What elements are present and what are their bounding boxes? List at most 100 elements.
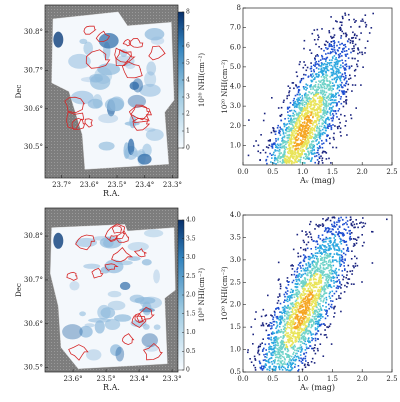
density-pixel — [327, 105, 329, 107]
density-pixel — [299, 109, 302, 111]
density-pixel — [302, 138, 304, 140]
density-pixel — [304, 363, 306, 366]
density-pixel — [306, 317, 309, 320]
density-pixel — [295, 309, 297, 311]
density-pixel — [323, 297, 326, 300]
density-pixel — [284, 315, 286, 317]
density-pixel — [327, 261, 330, 263]
density-pixel — [309, 86, 311, 88]
density-pixel — [328, 249, 331, 251]
density-pixel — [341, 75, 343, 77]
density-pixel — [299, 161, 302, 164]
density-pixel — [320, 79, 323, 82]
density-pixel — [272, 129, 275, 132]
density-pixel — [314, 344, 316, 346]
density-pixel — [294, 341, 296, 343]
density-pixel — [324, 329, 326, 331]
density-pixel — [300, 274, 303, 276]
density-pixel — [286, 336, 289, 338]
density-pixel — [293, 134, 296, 137]
density-pixel — [332, 243, 334, 245]
density-pixel — [339, 55, 341, 58]
density-pixel — [267, 325, 269, 327]
density-pixel — [303, 101, 306, 103]
density-pixel — [351, 90, 353, 92]
density-pixel — [320, 246, 322, 249]
density-pixel — [295, 340, 298, 343]
density-pixel — [312, 313, 315, 315]
density-pixel — [310, 272, 312, 274]
density-pixel — [323, 131, 325, 134]
density-pixel — [302, 248, 305, 251]
density-pixel — [327, 243, 329, 245]
density-pixel — [335, 259, 337, 261]
density-pixel — [309, 105, 312, 107]
density-pixel — [328, 245, 331, 247]
density-pixel — [273, 332, 276, 334]
density-pixel — [311, 76, 313, 78]
density-pixel — [293, 126, 295, 128]
density-pixel — [332, 275, 334, 278]
density-pixel — [281, 155, 283, 158]
density-pixel — [287, 128, 290, 130]
density-pixel — [304, 64, 307, 66]
density-pixel — [320, 48, 323, 50]
density-pixel — [336, 285, 339, 287]
x-tick-label: 23.6° — [80, 181, 99, 189]
density-pixel — [302, 282, 305, 285]
density-pixel — [274, 142, 276, 144]
density-pixel — [325, 310, 327, 312]
density-pixel — [335, 52, 337, 55]
density-pixel — [297, 133, 299, 135]
density-pixel — [292, 127, 294, 130]
density-pixel — [314, 320, 317, 323]
density-pixel — [337, 92, 339, 94]
density-pixel — [309, 341, 311, 343]
density-pixel — [300, 337, 303, 339]
density-pixel — [275, 144, 277, 146]
density-pixel — [294, 141, 297, 143]
density-pixel — [303, 161, 305, 164]
density-pixel — [292, 99, 295, 102]
density-pixel — [282, 160, 285, 162]
density-pixel — [344, 259, 346, 262]
density-pixel — [316, 320, 319, 323]
density-pixel — [291, 363, 294, 365]
density-pixel — [308, 258, 311, 261]
density-pixel — [300, 285, 303, 288]
density-pixel — [309, 103, 312, 106]
density-pixel — [321, 56, 324, 58]
density-pixel — [343, 91, 346, 93]
x-tick-label: 0.0 — [237, 168, 248, 176]
density-pixel — [296, 291, 298, 294]
density-pixel — [275, 307, 278, 310]
density-pixel — [341, 91, 344, 94]
density-pixel — [308, 106, 311, 108]
density-pixel — [278, 308, 280, 310]
density-pixel — [304, 256, 306, 259]
density-pixel — [291, 316, 293, 318]
density-pixel — [313, 257, 316, 259]
density-pixel — [322, 150, 324, 153]
density-pixel — [320, 117, 322, 120]
density-pixel — [279, 115, 282, 117]
density-pixel — [278, 318, 280, 321]
density-pixel — [273, 351, 275, 354]
density-pixel — [312, 286, 315, 289]
density-pixel — [283, 125, 286, 128]
density-pixel — [313, 95, 315, 97]
density-pixel — [314, 252, 317, 255]
density-pixel — [308, 265, 310, 268]
density-pixel — [317, 147, 320, 150]
density-pixel — [364, 21, 367, 24]
density-pixel — [321, 146, 324, 149]
density-pixel — [329, 85, 331, 88]
density-pixel — [302, 77, 305, 80]
density-pixel — [297, 296, 299, 298]
density-pixel — [320, 92, 322, 95]
density-pixel — [282, 131, 285, 134]
density-pixel — [319, 84, 322, 86]
density-pixel — [326, 123, 329, 126]
density-pixel — [335, 267, 337, 270]
density-pixel — [311, 73, 314, 75]
